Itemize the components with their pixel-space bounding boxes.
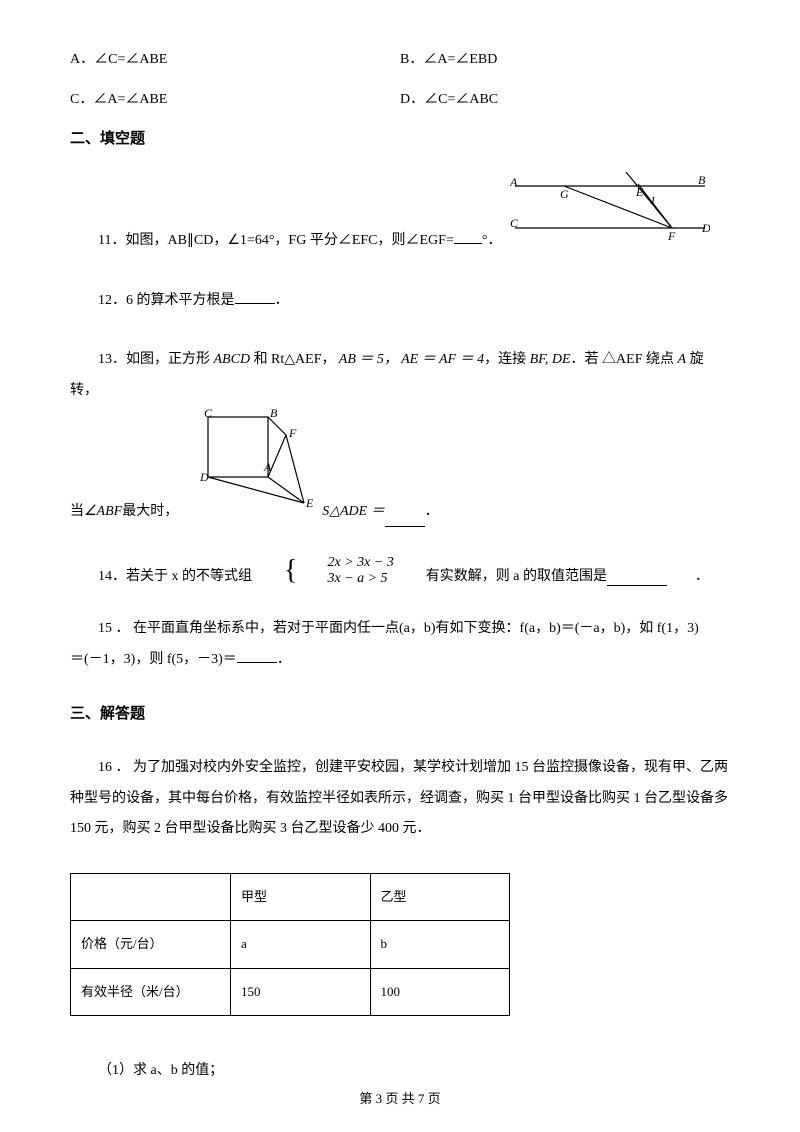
q11-suffix: °．	[482, 233, 502, 248]
q14-blank	[607, 572, 667, 586]
q13-sade: S△ADE ＝	[322, 497, 384, 528]
svg-text:F: F	[667, 229, 676, 243]
question-16-p1: 16 ． 为了加强对校内外安全监控，创建平安校园，某学校计划增加 15 台监控摄…	[70, 753, 730, 845]
option-a: A．∠C=∠ABE	[70, 50, 400, 70]
q13-aeaf: AE ＝ AF ＝ 4	[398, 352, 484, 367]
q13-tail1: ．若 △AEF 绕点	[571, 352, 678, 367]
q11-prefix: 11．如图，AB∥CD，∠1=64°，FG 平分∠EFC，则∠EGF=	[98, 233, 454, 248]
svg-text:E: E	[305, 496, 314, 510]
table-cell: a	[231, 921, 371, 968]
q13-l2pre: 当	[70, 497, 84, 528]
svg-text:G: G	[560, 187, 569, 201]
q12-suffix: ．	[275, 293, 289, 308]
question-15: 15 ． 在平面直角坐标系中，若对于平面内任一点(a，b)有如下变换：f(a，b…	[70, 614, 730, 676]
q15-b: ＝(－1，3)，则 f(5，－3)＝	[70, 652, 237, 667]
q13-pre: 13．如图，正方形	[98, 352, 214, 367]
table-cell: 乙型	[370, 874, 510, 921]
q13-abcd: ABCD	[214, 352, 251, 367]
table-cell: 100	[370, 968, 510, 1015]
svg-text:C: C	[510, 216, 519, 230]
q13-suffix: ．	[425, 497, 439, 528]
q11-blank	[454, 230, 482, 244]
question-11: 11．如图，AB∥CD，∠1=64°，FG 平分∠EFC，则∠EGF=°． AB…	[70, 178, 730, 258]
q11-figure: A B C D G E F 1	[510, 172, 710, 251]
option-b: B．∠A=∠EBD	[400, 50, 730, 70]
option-c: C．∠A=∠ABE	[70, 90, 400, 110]
q14-mid: 有实数解，则 a 的取值范围是	[398, 567, 607, 587]
table-row: 甲型 乙型	[71, 874, 510, 921]
table-row: 价格（元/台） a b	[71, 921, 510, 968]
q14-ineq-top: 2x > 3x − 3	[299, 555, 393, 570]
mc-options-row2: C．∠A=∠ABE D．∠C=∠ABC	[70, 90, 730, 110]
q12-blank	[235, 290, 275, 304]
q16-table: 甲型 乙型 价格（元/台） a b 有效半径（米/台） 150 100	[70, 873, 510, 1016]
question-16-sub1: （1）求 a、b 的值；	[70, 1056, 730, 1087]
q13-ab: AB ＝ 5，	[336, 352, 398, 367]
table-cell	[71, 874, 231, 921]
q13-max: 最大时，	[122, 497, 178, 528]
table-cell: b	[370, 921, 510, 968]
svg-text:D: D	[199, 470, 209, 484]
q15-suffix: ．	[277, 652, 291, 667]
svg-text:E: E	[635, 185, 644, 199]
q15-blank	[237, 649, 277, 663]
q13-bfde: BF, DE	[530, 352, 571, 367]
q15-a: 15 ． 在平面直角坐标系中，若对于平面内任一点(a，b)有如下变换：f(a，b…	[98, 621, 699, 636]
svg-text:A: A	[263, 460, 272, 474]
page-footer: 第 3 页 共 7 页	[0, 1090, 800, 1108]
q14-suffix: ．	[667, 567, 709, 587]
table-row: 有效半径（米/台） 150 100	[71, 968, 510, 1015]
mc-options-row1: A．∠C=∠ABE B．∠A=∠EBD	[70, 50, 730, 70]
brace-icon: {	[256, 557, 297, 585]
q13-conn: ，连接	[484, 352, 530, 367]
svg-text:C: C	[204, 407, 213, 420]
table-cell: 甲型	[231, 874, 371, 921]
q14-prefix: 14．若关于 x 的不等式组	[70, 567, 252, 587]
q13-figure: C B D A F E	[186, 407, 314, 528]
question-13: 13．如图，正方形 ABCD 和 Rt△AEF， AB ＝ 5， AE ＝ AF…	[70, 345, 730, 527]
question-12: 12．6 的算术平方根是 ．	[70, 286, 730, 317]
q13-and: 和 Rt△AEF，	[250, 352, 335, 367]
q14-ineq-bot: 3x − a > 5	[299, 571, 393, 586]
svg-text:D: D	[701, 221, 710, 235]
q13-pointA: A	[678, 352, 687, 367]
q13-angle: ∠ABF	[84, 497, 122, 528]
q14-inequality-system: { 2x > 3x − 3 3x − a > 5	[256, 555, 394, 586]
table-cell: 价格（元/台）	[71, 921, 231, 968]
option-d: D．∠C=∠ABC	[400, 90, 730, 110]
svg-text:1: 1	[650, 193, 656, 207]
svg-text:A: A	[510, 175, 518, 189]
question-14: 14．若关于 x 的不等式组 { 2x > 3x − 3 3x − a > 5 …	[70, 555, 730, 586]
section-2-heading: 二、填空题	[70, 129, 730, 150]
q13-blank	[385, 513, 425, 527]
svg-text:F: F	[288, 426, 297, 440]
q12-prefix: 12．6 的算术平方根是	[98, 293, 235, 308]
table-cell: 150	[231, 968, 371, 1015]
svg-text:B: B	[270, 407, 278, 420]
section-3-heading: 三、解答题	[70, 704, 730, 725]
svg-text:B: B	[698, 173, 706, 187]
table-cell: 有效半径（米/台）	[71, 968, 231, 1015]
